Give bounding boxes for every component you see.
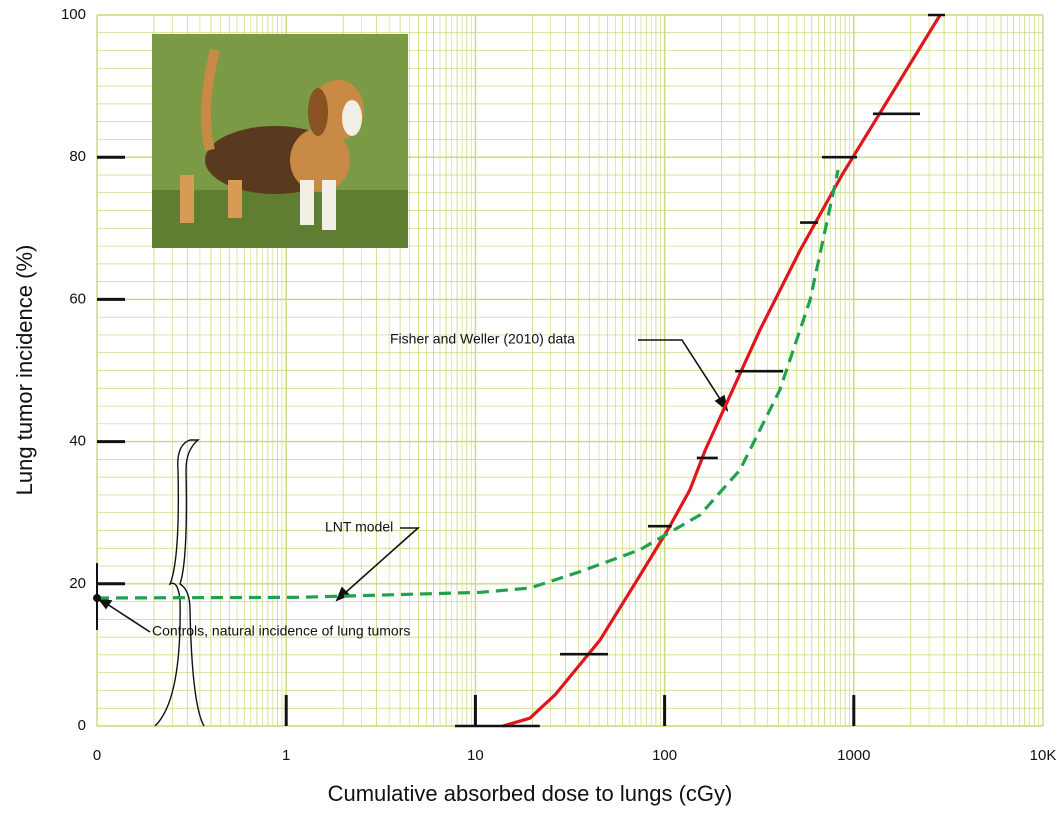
y-tick-label: 80 bbox=[69, 148, 86, 165]
x-tick-label: 10K bbox=[1030, 747, 1057, 764]
y-tick-label: 100 bbox=[61, 6, 86, 23]
x-tick-label: 10 bbox=[467, 747, 484, 764]
y-tick-label: 20 bbox=[69, 575, 86, 592]
x-tick-label: 100 bbox=[652, 747, 677, 764]
x-tick-label: 1000 bbox=[837, 747, 870, 764]
controls-point bbox=[93, 594, 101, 603]
beagle-photo bbox=[152, 34, 408, 248]
y-axis-label: Lung tumor incidence (%) bbox=[12, 245, 37, 496]
y-tick-label: 0 bbox=[78, 717, 86, 734]
x-tick-label: 1 bbox=[282, 747, 290, 764]
y-tick-label: 40 bbox=[69, 433, 86, 450]
annotation-arrows bbox=[97, 339, 729, 633]
brace bbox=[154, 439, 205, 727]
series-line bbox=[502, 14, 942, 728]
x-axis-label: Cumulative absorbed dose to lungs (cGy) bbox=[328, 781, 733, 806]
controls-annotation: Controls, natural incidence of lung tumo… bbox=[152, 623, 410, 639]
y-tick-label: 60 bbox=[69, 290, 86, 307]
series-annotation: LNT model bbox=[325, 519, 393, 535]
x-tick-label: 0 bbox=[93, 747, 101, 764]
series-annotation: Fisher and Weller (2010) data bbox=[390, 331, 575, 347]
series-line bbox=[96, 169, 840, 600]
